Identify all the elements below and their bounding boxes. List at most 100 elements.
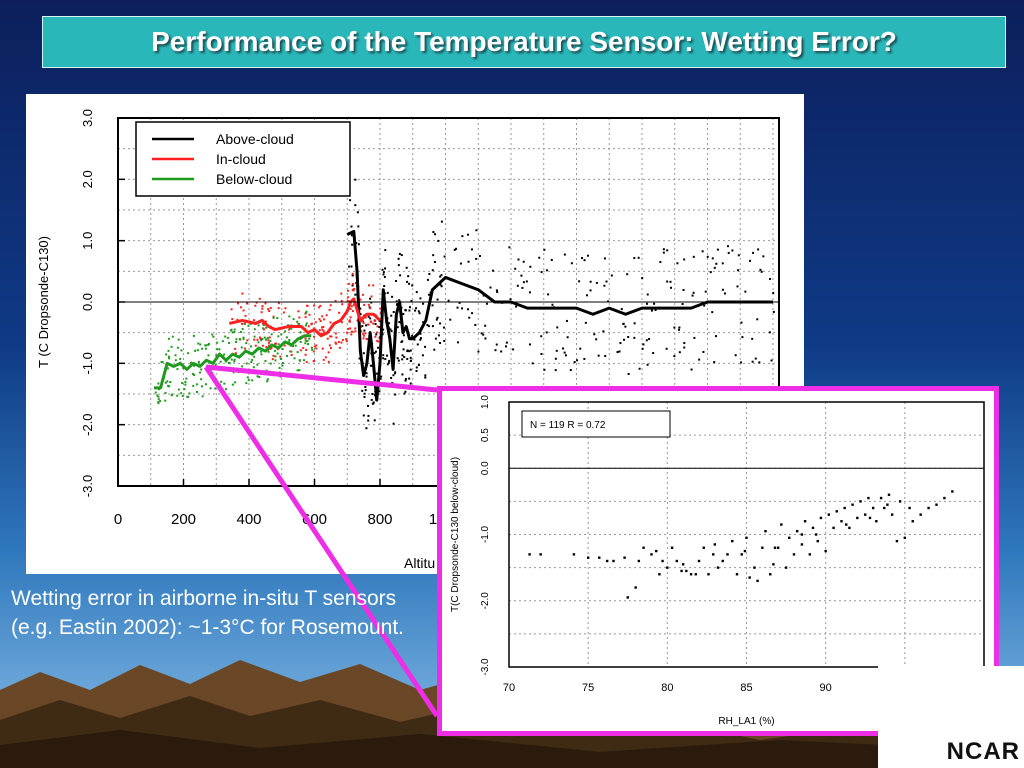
scatter-dot <box>374 335 377 338</box>
scatter-dot <box>299 331 302 334</box>
scatter-dot <box>246 302 249 305</box>
scatter-point <box>780 523 783 526</box>
scatter-dot <box>321 347 324 350</box>
scatter-dot <box>330 347 333 350</box>
scatter-dot <box>318 329 321 332</box>
scatter-dot <box>337 341 340 344</box>
scatter-dot <box>662 251 665 254</box>
scatter-point <box>642 546 645 549</box>
scatter-dot <box>409 356 412 359</box>
y-tick-label: -2.0 <box>80 413 95 435</box>
scatter-dot <box>514 267 517 270</box>
scatter-dot <box>522 281 525 284</box>
scatter-dot <box>414 309 417 312</box>
scatter-dot <box>261 337 264 340</box>
scatter-dot <box>312 360 315 363</box>
scatter-dot <box>280 333 283 336</box>
scatter-dot <box>347 296 350 299</box>
scatter-point <box>681 563 685 566</box>
scatter-dot <box>595 281 598 284</box>
scatter-dot <box>350 265 353 268</box>
scatter-dot <box>247 379 250 382</box>
scatter-dot <box>364 332 367 335</box>
scatter-dot <box>320 326 323 329</box>
scatter-point <box>716 566 720 569</box>
scatter-dot <box>555 349 558 352</box>
y-tick-label: -1.0 <box>80 352 95 374</box>
scatter-dot <box>440 274 443 277</box>
scatter-dot <box>447 299 450 302</box>
scatter-dot <box>288 339 291 342</box>
scatter-dot <box>528 291 531 294</box>
x-tick-label: 800 <box>367 511 392 528</box>
y-tick-label: -3.0 <box>480 658 491 676</box>
scatter-dot <box>422 302 425 305</box>
scatter-dot <box>740 361 743 364</box>
scatter-dot <box>408 309 411 312</box>
scatter-point <box>748 576 751 579</box>
scatter-dot <box>274 355 277 358</box>
scatter-dot <box>403 356 406 359</box>
scatter-dot <box>272 354 275 357</box>
scatter-dot <box>359 325 362 328</box>
scatter-dot <box>298 322 301 325</box>
scatter-dot <box>401 354 404 357</box>
scatter-dot <box>184 383 187 386</box>
scatter-dot <box>563 253 566 256</box>
scatter-dot <box>538 256 541 259</box>
scatter-dot <box>277 307 280 310</box>
scatter-dot <box>363 392 366 395</box>
scatter-dot <box>723 292 726 295</box>
scatter-dot <box>388 322 391 325</box>
scatter-dot <box>701 250 704 253</box>
scatter-dot <box>388 359 391 362</box>
scatter-dot <box>221 340 224 343</box>
scatter-point <box>694 573 698 576</box>
scatter-dot <box>545 331 548 334</box>
scatter-dot <box>394 371 397 374</box>
scatter-dot <box>676 262 679 265</box>
scatter-dot <box>372 322 375 325</box>
scatter-dot <box>602 330 605 333</box>
scatter-dot <box>570 262 573 265</box>
scatter-dot <box>583 259 586 262</box>
scatter-point <box>908 506 911 510</box>
scatter-point <box>887 493 891 496</box>
scatter-dot <box>642 343 645 346</box>
scatter-dot <box>428 293 431 296</box>
scatter-dot <box>495 289 498 292</box>
scatter-dot <box>243 347 246 350</box>
scatter-point <box>867 496 870 500</box>
scatter-dot <box>461 235 464 238</box>
scatter-dot <box>269 347 272 350</box>
scatter-dot <box>442 326 445 329</box>
scatter-dot <box>192 384 195 387</box>
scatter-dot <box>437 334 440 337</box>
scatter-dot <box>471 248 474 251</box>
scatter-dot <box>543 248 546 251</box>
scatter-point <box>743 549 747 553</box>
scatter-dot <box>395 279 398 282</box>
scatter-dot <box>350 330 353 333</box>
scatter-dot <box>364 389 367 392</box>
y-tick-label: 0.5 <box>480 428 491 442</box>
scatter-dot <box>241 322 244 325</box>
x-tick-label: 75 <box>582 682 594 694</box>
scatter-dot <box>491 269 494 272</box>
scatter-dot <box>260 350 263 353</box>
scatter-dot <box>417 310 420 313</box>
scatter-dot <box>238 337 241 340</box>
scatter-dot <box>214 363 217 366</box>
scatter-dot <box>692 291 695 294</box>
scatter-dot <box>433 233 436 236</box>
scatter-dot <box>406 349 409 352</box>
scatter-dot <box>190 361 193 364</box>
scatter-dot <box>362 332 365 335</box>
scatter-dot <box>265 345 268 348</box>
scatter-dot <box>683 346 686 349</box>
scatter-dot <box>411 334 414 337</box>
scatter-dot <box>268 336 271 339</box>
scatter-dot <box>350 333 353 336</box>
scatter-dot <box>713 361 716 364</box>
scatter-dot <box>385 354 388 357</box>
